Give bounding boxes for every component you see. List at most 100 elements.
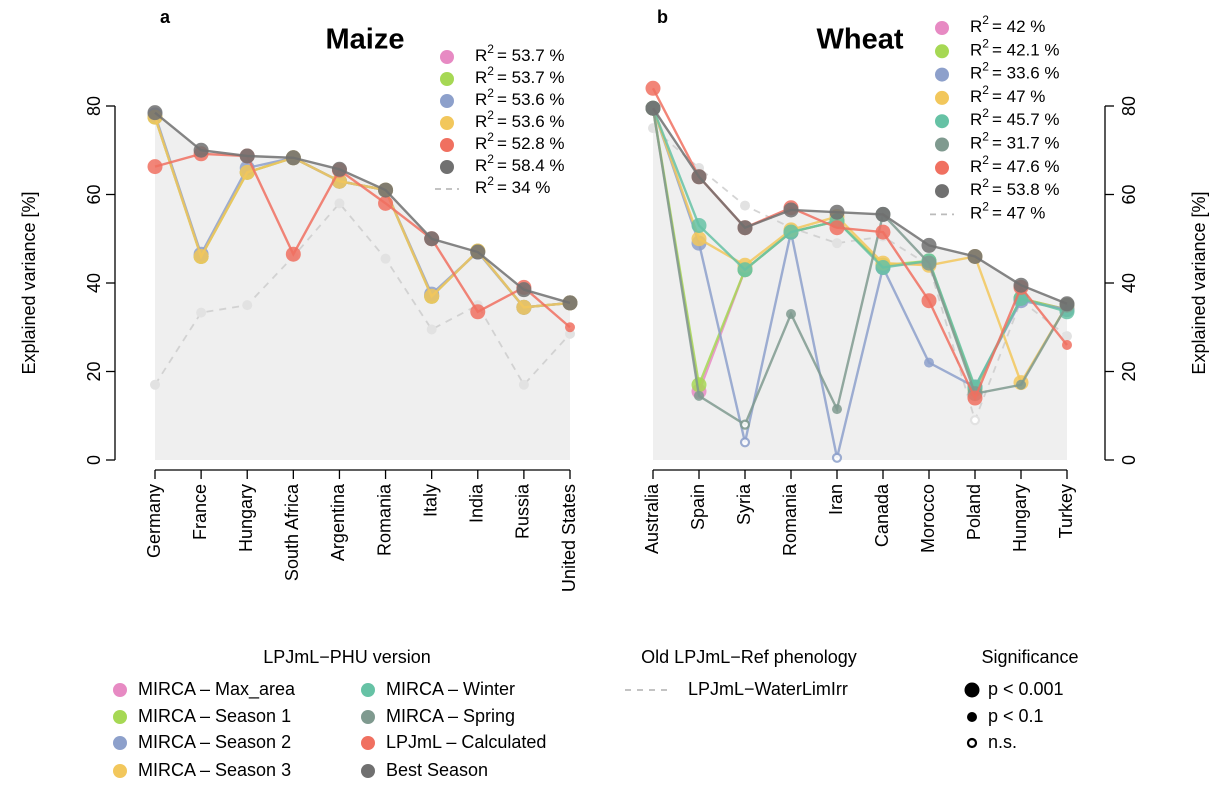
legend-swatch bbox=[964, 682, 980, 698]
r2-symbol: R bbox=[970, 41, 982, 60]
panel-label: a bbox=[160, 7, 171, 27]
data-point bbox=[967, 390, 983, 406]
legend-label: MIRCA – Winter bbox=[386, 679, 515, 699]
x-tick-label: Turkey bbox=[1056, 484, 1076, 538]
data-point bbox=[832, 404, 842, 415]
legend-label: n.s. bbox=[988, 732, 1017, 752]
legend-label: R2 = 53.6 % bbox=[475, 108, 565, 131]
data-point bbox=[470, 304, 486, 320]
legend-swatch bbox=[440, 94, 454, 108]
chart-title: Wheat bbox=[817, 24, 904, 56]
r2-exponent: 2 bbox=[982, 153, 989, 167]
y-tick-label: 60 bbox=[84, 184, 104, 204]
x-tick-label: Argentina bbox=[328, 483, 348, 561]
data-point bbox=[378, 182, 394, 198]
data-point bbox=[565, 322, 575, 333]
data-point bbox=[1016, 379, 1026, 390]
data-point bbox=[691, 169, 707, 185]
legend-label: R2 = 42 % bbox=[970, 13, 1045, 36]
r2-symbol: R bbox=[970, 157, 982, 176]
legend-label: R2 = 45.7 % bbox=[970, 106, 1060, 129]
r2-exponent: 2 bbox=[982, 106, 989, 120]
data-point bbox=[921, 255, 937, 271]
legend-label: MIRCA – Season 3 bbox=[138, 760, 291, 780]
data-point bbox=[147, 159, 163, 175]
r2-symbol: R bbox=[970, 181, 982, 200]
r2-exponent: 2 bbox=[982, 83, 989, 97]
series-line bbox=[154, 152, 571, 329]
r2-value: = 45.7 % bbox=[992, 111, 1060, 130]
data-point bbox=[1062, 331, 1072, 342]
data-point bbox=[691, 377, 707, 393]
legend-label: p < 0.1 bbox=[988, 706, 1044, 726]
x-tick-label: Spain bbox=[688, 484, 708, 530]
y-tick-label: 0 bbox=[84, 455, 104, 465]
legend-label: MIRCA – Max_area bbox=[138, 679, 296, 700]
r2-exponent: 2 bbox=[487, 152, 494, 166]
legend-swatch bbox=[361, 710, 375, 724]
x-tick-label: Canada bbox=[872, 483, 892, 547]
legend-label: R2 = 53.7 % bbox=[475, 42, 565, 65]
data-point bbox=[193, 248, 209, 264]
legend-swatch bbox=[440, 72, 454, 86]
x-tick-label: Morocco bbox=[918, 484, 938, 553]
x-tick-label: Iran bbox=[826, 484, 846, 515]
data-point bbox=[1062, 339, 1072, 350]
r2-value: = 53.8 % bbox=[992, 181, 1060, 200]
data-point bbox=[147, 105, 163, 121]
r2-value: = 52.8 % bbox=[497, 134, 565, 153]
r2-value: = 53.6 % bbox=[497, 112, 565, 131]
data-point bbox=[783, 224, 799, 240]
data-point bbox=[967, 248, 983, 264]
panel-label: b bbox=[657, 7, 668, 27]
data-point bbox=[832, 238, 842, 249]
data-point bbox=[739, 437, 751, 448]
x-tick-label: South Africa bbox=[282, 483, 302, 581]
data-point bbox=[737, 220, 753, 236]
data-point bbox=[829, 204, 845, 220]
legend-swatch bbox=[935, 67, 949, 82]
r2-symbol: R bbox=[475, 90, 487, 109]
r2-symbol: R bbox=[475, 112, 487, 131]
legend-swatch bbox=[935, 160, 949, 175]
series-line bbox=[652, 127, 1068, 423]
data-point bbox=[196, 307, 207, 318]
data-point bbox=[424, 288, 440, 304]
series-line bbox=[651, 107, 1069, 386]
r2-value: = 53.6 % bbox=[497, 90, 565, 109]
data-point bbox=[331, 161, 347, 177]
y-tick-label: 20 bbox=[1119, 361, 1139, 381]
legend-swatch bbox=[113, 683, 127, 697]
data-point bbox=[921, 237, 937, 253]
r2-symbol: R bbox=[970, 111, 982, 130]
legend-swatch bbox=[440, 50, 454, 64]
legend-swatch bbox=[935, 137, 949, 152]
data-point bbox=[239, 164, 255, 180]
series-line bbox=[154, 111, 571, 305]
legend-label: Best Season bbox=[386, 760, 488, 780]
r2-value: = 53.7 % bbox=[497, 46, 565, 65]
data-point bbox=[242, 300, 253, 311]
r2-exponent: 2 bbox=[487, 108, 494, 122]
x-tick-label: Germany bbox=[144, 484, 164, 558]
legend-label: R2 = 52.8 % bbox=[475, 130, 565, 153]
r2-exponent: 2 bbox=[982, 36, 989, 50]
legend-title: Significance bbox=[981, 647, 1078, 667]
data-point bbox=[193, 142, 209, 158]
r2-exponent: 2 bbox=[487, 64, 494, 78]
r2-symbol: R bbox=[970, 204, 982, 223]
data-point bbox=[969, 415, 981, 426]
data-point bbox=[378, 195, 394, 211]
data-point bbox=[285, 150, 301, 166]
chart-title: Maize bbox=[326, 24, 405, 56]
legend-label: R2 = 53.7 % bbox=[475, 64, 565, 87]
legend-swatch bbox=[361, 736, 375, 750]
legend-label: R2 = 31.7 % bbox=[970, 130, 1060, 153]
legend-label: R2 = 53.8 % bbox=[970, 176, 1060, 199]
legend-swatch bbox=[440, 116, 454, 130]
shaded-area bbox=[155, 112, 570, 460]
x-tick-label: France bbox=[190, 484, 210, 540]
data-point bbox=[740, 200, 750, 211]
data-point bbox=[924, 357, 934, 368]
r2-value: = 34 % bbox=[497, 178, 550, 197]
